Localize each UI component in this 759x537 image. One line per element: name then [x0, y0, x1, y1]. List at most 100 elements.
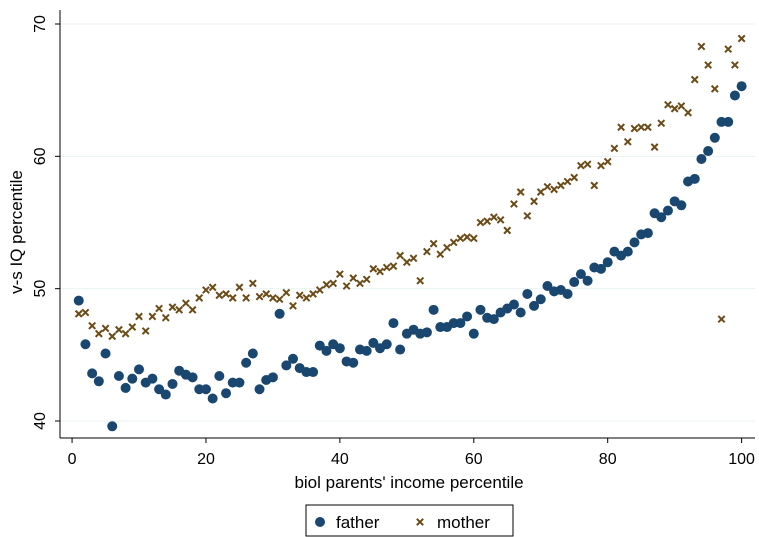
father-point — [468, 328, 479, 339]
father-point — [462, 311, 473, 322]
father-point — [709, 132, 720, 143]
mother-point — [202, 286, 210, 294]
mother-point — [657, 119, 666, 128]
mother-point — [369, 264, 378, 273]
father-point — [596, 263, 607, 274]
mother-point — [731, 61, 739, 69]
mother-point — [523, 211, 532, 220]
mother-point — [302, 294, 311, 302]
father-point — [729, 90, 740, 101]
mother-point — [349, 274, 358, 282]
mother-point — [610, 144, 619, 153]
father-point — [515, 307, 526, 318]
mother-point — [148, 312, 157, 321]
legend-father-label: father — [336, 513, 380, 532]
mother-point — [469, 234, 478, 243]
mother-point — [208, 283, 217, 292]
father-point — [207, 393, 218, 404]
father-point — [73, 295, 84, 306]
mother-point — [710, 84, 719, 93]
mother-point — [195, 294, 204, 302]
mother-point — [690, 75, 699, 84]
mother-point — [269, 294, 277, 302]
x-tick-label-100: 100 — [728, 451, 755, 468]
father-point — [334, 343, 345, 354]
father-point — [308, 367, 319, 378]
father-point — [254, 384, 265, 395]
mother-point — [623, 137, 632, 146]
father-point — [602, 257, 613, 268]
legend-mother-label: mother — [437, 513, 490, 532]
mother-point — [677, 102, 686, 110]
mother-point — [382, 263, 391, 272]
father-point — [154, 384, 165, 395]
father-point — [127, 373, 138, 384]
mother-point — [737, 34, 746, 43]
father-point — [267, 372, 278, 383]
mother-point — [335, 270, 344, 279]
father-point — [147, 373, 158, 384]
x-tick-label-20: 20 — [197, 451, 215, 468]
mother-point — [630, 124, 639, 133]
father-point — [508, 299, 519, 310]
mother-point — [262, 290, 271, 298]
mother-point — [128, 323, 137, 331]
mother-point — [617, 123, 625, 132]
mother-point — [309, 290, 317, 298]
mother-point — [74, 309, 83, 318]
mother-point — [724, 45, 733, 54]
mother-point — [423, 247, 431, 256]
x-tick-label-40: 40 — [331, 451, 349, 468]
father-point — [535, 294, 546, 305]
father-point — [455, 318, 466, 329]
father-point — [214, 371, 225, 382]
series-mother — [74, 34, 746, 341]
mother-point — [161, 313, 170, 322]
mother-point — [295, 291, 304, 300]
father-point — [160, 389, 171, 400]
mother-point — [530, 197, 538, 206]
father-point — [522, 288, 533, 299]
series-father — [73, 81, 747, 432]
father-point — [629, 237, 640, 248]
mother-point — [94, 329, 103, 338]
father-point — [247, 348, 258, 359]
mother-point — [101, 324, 110, 333]
mother-point — [362, 275, 371, 284]
mother-point — [436, 250, 445, 259]
father-point — [703, 146, 714, 157]
mother-point — [248, 279, 257, 288]
mother-point — [476, 218, 485, 227]
mother-point — [670, 104, 679, 113]
mother-point — [121, 329, 130, 338]
father-point — [80, 339, 91, 350]
father-point — [368, 337, 379, 348]
father-point — [542, 281, 553, 292]
father-point — [120, 382, 131, 393]
mother-point — [289, 301, 297, 310]
father-point — [736, 81, 747, 92]
mother-point — [215, 291, 224, 300]
father-point — [221, 388, 232, 399]
mother-point — [489, 213, 498, 222]
mother-point — [543, 182, 552, 191]
father-point — [428, 304, 439, 315]
mother-point — [228, 294, 237, 302]
mother-point — [356, 279, 364, 288]
mother-point — [664, 100, 672, 109]
mother-point — [510, 200, 518, 208]
mother-point — [650, 143, 659, 151]
mother-point — [329, 279, 338, 288]
mother-point — [597, 161, 605, 170]
legend-father-marker — [315, 517, 325, 527]
mother-point — [463, 233, 471, 241]
y-tick-label-60: 60 — [32, 147, 49, 165]
mother-point — [570, 173, 579, 182]
father-point — [274, 308, 285, 319]
mother-point — [637, 123, 646, 132]
mother-point — [181, 299, 190, 308]
mother-point — [396, 251, 405, 260]
father-point — [696, 153, 707, 164]
mother-point — [389, 262, 398, 271]
